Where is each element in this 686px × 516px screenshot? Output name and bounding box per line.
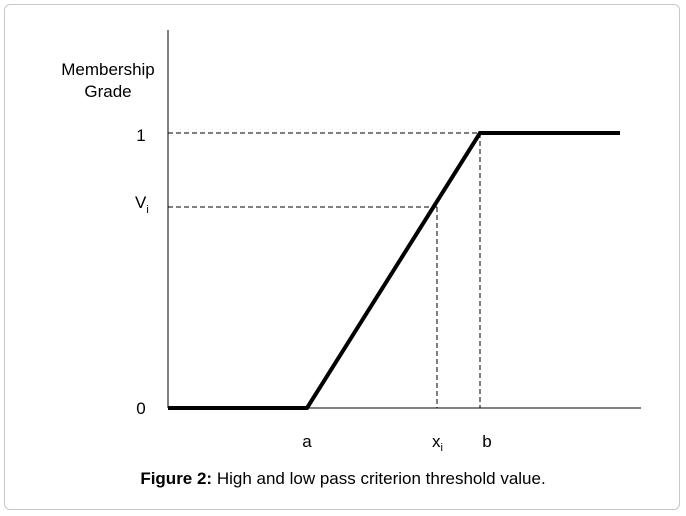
x-tick-a: a xyxy=(302,432,312,451)
x-tick-x-subscript: i xyxy=(441,442,443,454)
y-tick-v-subscript: i xyxy=(146,204,148,216)
y-tick-0: 0 xyxy=(136,399,145,418)
y-axis-label-line2: Grade xyxy=(84,82,131,101)
figure-caption: Figure 2: High and low pass criterion th… xyxy=(0,469,686,489)
y-tick-1: 1 xyxy=(136,126,145,145)
y-axis-label-line1: Membership xyxy=(61,60,155,79)
figure-frame xyxy=(4,4,680,510)
x-tick-x: xi xyxy=(432,432,443,454)
y-tick-v-main: V xyxy=(135,193,147,212)
y-tick-v: Vi xyxy=(135,193,149,216)
figure-caption-label: Figure 2: xyxy=(140,469,213,488)
figure-caption-text: High and low pass criterion threshold va… xyxy=(212,469,546,488)
membership-curve xyxy=(168,131,620,410)
x-tick-b: b xyxy=(482,432,491,451)
x-tick-x-main: x xyxy=(432,432,441,451)
